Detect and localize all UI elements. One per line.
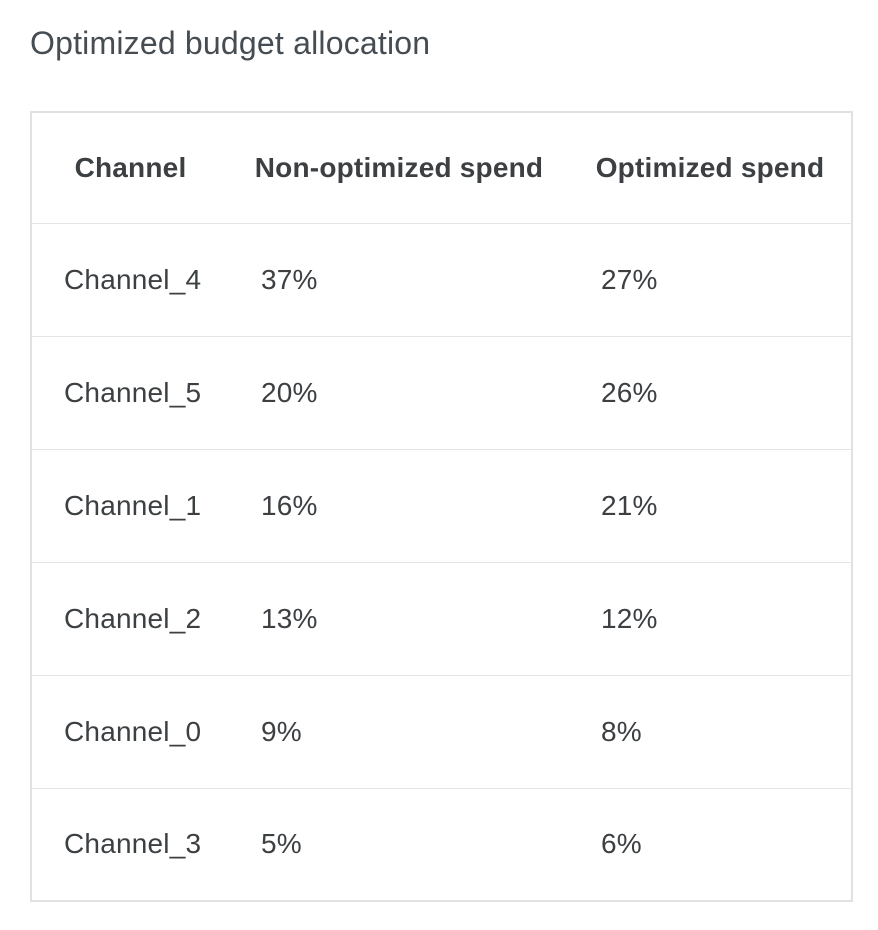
table-cell-channel: Channel_1	[64, 489, 202, 521]
table-cell-channel: Channel_3	[64, 828, 202, 860]
header-cell: Non-optimized spend	[254, 151, 544, 183]
table-row: Channel_1 16% 21%	[31, 449, 852, 562]
table-cell-optimized-spend: 27%	[601, 263, 658, 295]
table-cell-non-optimized-spend: 16%	[261, 489, 318, 521]
table-cell-optimized-spend: 12%	[601, 602, 658, 634]
table-cell-non-optimized-spend: 9%	[261, 715, 302, 747]
table-header-row: Channel Non-optimized spend Optimized spen…	[31, 112, 852, 223]
table-row: Channel_4 37% 27%	[31, 223, 852, 336]
table-cell-non-optimized-spend: 5%	[261, 828, 302, 860]
table-cell-channel: Channel_4	[64, 263, 202, 295]
table-cell-non-optimized-spend: 13%	[261, 602, 318, 634]
table-cell-optimized-spend: 21%	[601, 489, 658, 521]
table-cell-optimized-spend: 26%	[601, 376, 658, 408]
table-cell-non-optimized-spend: 37%	[261, 263, 318, 295]
table-row: Channel_2 13% 12%	[31, 562, 852, 675]
table-row: Channel_5 20% 26%	[31, 336, 852, 449]
table-cell-channel: Channel_0	[64, 715, 202, 747]
header-cell: Channel	[74, 151, 187, 183]
table-cell-non-optimized-spend: 20%	[261, 376, 318, 408]
header-cell: Optimized spend	[595, 151, 825, 183]
table-cell-channel: Channel_2	[64, 602, 202, 634]
budget-table-container: Channel Non-optimized spend Optimized spen…	[30, 111, 853, 902]
page-title: Optimized budget allocation	[30, 25, 431, 61]
budget-allocation-table: Channel Non-optimized spend Optimized spen…	[30, 111, 853, 902]
table-cell-optimized-spend: 8%	[601, 715, 642, 747]
report-page: Optimized budget allocation Channel Non-o…	[30, 25, 853, 902]
table-row: Channel_3 5% 6%	[31, 788, 852, 901]
table-cell-channel: Channel_5	[64, 376, 202, 408]
table-row: Channel_0 9% 8%	[31, 675, 852, 788]
table-cell-optimized-spend: 6%	[601, 828, 642, 860]
